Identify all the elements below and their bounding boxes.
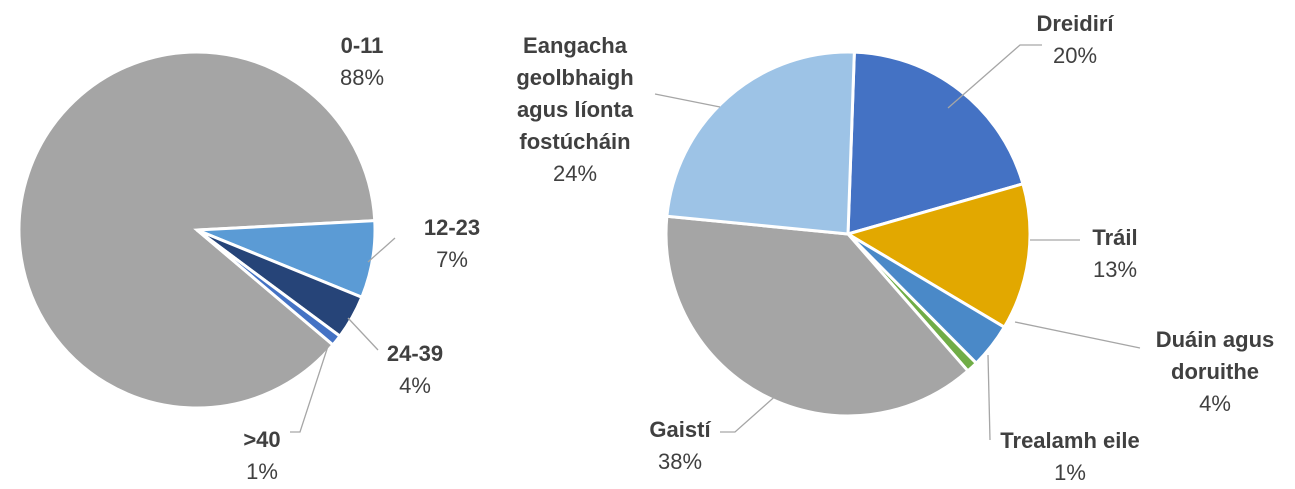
value-label: 38% xyxy=(530,446,830,478)
category-label: 0-11 xyxy=(212,30,512,62)
category-label: 24-39 xyxy=(265,338,565,370)
category-label: Dreidirí xyxy=(925,8,1225,40)
category-label: Eangacha geolbhaigh agus líonta fostúchá… xyxy=(493,30,658,158)
value-label: 4% xyxy=(265,370,565,402)
value-label: 7% xyxy=(302,244,602,276)
category-label: Gaistí xyxy=(530,414,830,446)
category-label: Duáin agus doruithe xyxy=(1128,324,1295,388)
leader-line xyxy=(1015,322,1140,348)
pie-slice xyxy=(667,52,854,234)
value-label: 1% xyxy=(920,457,1220,489)
category-label: >40 xyxy=(112,424,412,456)
value-label: 13% xyxy=(965,254,1265,286)
value-label: 24% xyxy=(493,158,658,190)
data-label: Eangacha geolbhaigh agus líonta fostúchá… xyxy=(493,30,658,190)
category-label: Trealamh eile xyxy=(920,425,1220,457)
category-label: Tráil xyxy=(965,222,1265,254)
value-label: 88% xyxy=(212,62,512,94)
leader-line xyxy=(655,94,720,107)
category-label: 12-23 xyxy=(302,212,602,244)
value-label: 1% xyxy=(112,456,412,488)
value-label: 20% xyxy=(925,40,1225,72)
value-label: 4% xyxy=(1128,388,1295,420)
